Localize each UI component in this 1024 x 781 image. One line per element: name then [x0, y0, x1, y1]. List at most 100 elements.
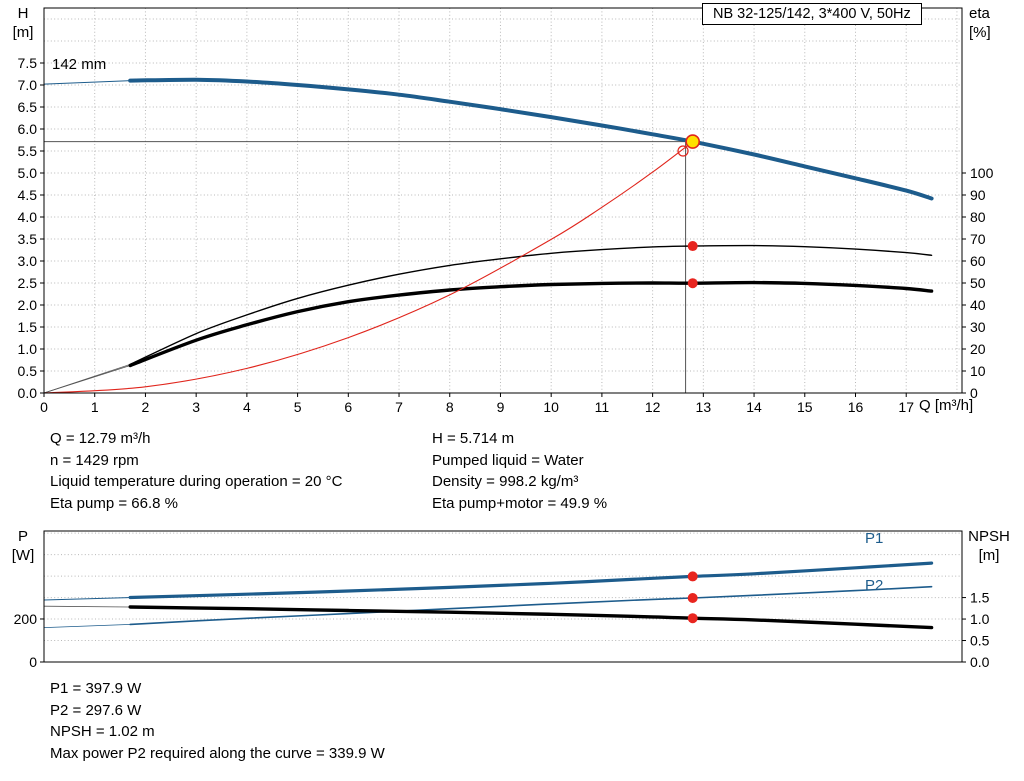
p2-lead	[43, 624, 131, 628]
power-npsh-chart: 0 200 0.0 0.5 1.0 1.5	[14, 530, 990, 670]
x-tick-label: 0	[40, 399, 48, 415]
x-tick-label: 3	[192, 399, 200, 415]
p1-curve-label: P1	[865, 530, 884, 547]
eta-pump-motor-point	[687, 278, 698, 289]
info-line-liquid-temp: Liquid temperature during operation = 20…	[50, 473, 343, 490]
y-left-tick-label: 3.5	[18, 231, 38, 247]
info-line-pumped-liquid: Pumped liquid = Water	[432, 451, 584, 469]
p2-point	[687, 592, 698, 603]
x-tick-label: 8	[446, 399, 454, 415]
y-right-tick-label: 30	[970, 319, 986, 335]
npsh-axis-label: NPSH [m]	[963, 527, 1015, 565]
pump-model-box: NB 32-125/142, 3*400 V, 50Hz	[702, 3, 922, 25]
p-axis-label: P [W]	[4, 527, 42, 565]
y-left-tick-label: 4.5	[18, 187, 38, 203]
y-left-tick-label: 5.5	[18, 143, 38, 159]
x-tick-label: 7	[395, 399, 403, 415]
y-right-tick-label: 20	[970, 341, 986, 357]
plot-frame	[43, 530, 963, 663]
y-left-tick-label: 6.0	[18, 121, 38, 137]
duty-info-left-column: Q = 12.79 m³/h n = 1429 rpm Liquid tempe…	[50, 428, 342, 514]
y-left-tick-label: 0.5	[18, 363, 38, 379]
y-right-tick-label: 70	[970, 231, 986, 247]
y-left-tick-label: 7.0	[18, 77, 38, 93]
y-left-tick-label: 0.0	[18, 385, 38, 401]
x-tick-label: 17	[898, 399, 914, 415]
info-line-eta-pump-motor: Eta pump+motor = 49.9 %	[432, 494, 608, 512]
x-tick-label: 9	[497, 399, 505, 415]
info-line-p1: P1 = 397.9 W	[50, 680, 142, 697]
x-tick-label: 14	[746, 399, 762, 415]
npsh-curve	[128, 605, 934, 630]
y-left-tick-label: 2.5	[18, 275, 38, 291]
y-right-tick-label: 60	[970, 253, 986, 269]
p-axis-label-symbol: P	[17, 528, 28, 545]
head-curve-lead	[43, 80, 131, 85]
x-tick-label: 4	[243, 399, 251, 415]
impeller-size-label: 142 mm	[52, 56, 107, 73]
y-left-tick-label: 7.5	[18, 55, 38, 71]
y-right-tick-label: 50	[970, 275, 986, 291]
y-left-tick-label: 200	[14, 611, 38, 627]
y-left-tick-label: 1.0	[18, 341, 38, 357]
eta-axis-label-unit: [%]	[969, 24, 991, 41]
x-tick-label: 6	[344, 399, 352, 415]
y-right-tick-label: 90	[970, 187, 986, 203]
y-right-tick-label: 0.5	[970, 633, 990, 649]
y-right-tick-label: 1.5	[970, 590, 990, 606]
y-right-tick-label: 40	[970, 297, 986, 313]
y-right-tick-label: 10	[970, 363, 986, 379]
x-tick-label: 16	[848, 399, 864, 415]
eta-axis-label: eta [%]	[969, 4, 991, 42]
p1-point	[687, 571, 698, 582]
p-axis-label-unit: [W]	[11, 547, 35, 564]
y-right-tick-label: 80	[970, 209, 986, 225]
y-left-tick-label: 2.0	[18, 297, 38, 313]
duty-point	[685, 134, 700, 149]
info-line-eta-pump: Eta pump = 66.8 %	[50, 494, 178, 512]
info-line-p2: P2 = 297.6 W	[50, 701, 142, 719]
head-curve	[128, 77, 934, 201]
x-tick-label: 11	[595, 399, 610, 415]
duty-info-right-column: H = 5.714 m Pumped liquid = Water Densit…	[432, 428, 607, 514]
eta-pump-curve	[129, 244, 933, 366]
x-tick-label: 2	[142, 399, 150, 415]
eta-pump-motor-curve	[128, 280, 934, 368]
y-right-tick-label: 1.0	[970, 611, 990, 627]
npsh-axis-label-unit: [m]	[978, 547, 1000, 564]
x-tick-label: 15	[797, 399, 813, 415]
y-left-tick-label: 3.0	[18, 253, 38, 269]
h-axis-label-symbol: H	[17, 5, 29, 22]
power-info-block: P1 = 397.9 W P2 = 297.6 W NPSH = 1.02 m …	[50, 678, 385, 764]
y-right-tick-label: 0.0	[970, 654, 990, 670]
resulting-curve-point	[677, 145, 689, 157]
npsh-lead	[43, 605, 131, 608]
y-left-tick-label: 6.5	[18, 99, 38, 115]
y-right-tick-label: 100	[970, 165, 994, 181]
y-left-tick-label: 0	[29, 654, 37, 670]
x-tick-label: 1	[91, 399, 99, 415]
q-axis-label: Q [m³/h]	[919, 397, 974, 414]
h-axis-label: H [m]	[4, 4, 42, 42]
x-tick-label: 10	[543, 399, 559, 415]
info-line-npsh: NPSH = 1.02 m	[50, 723, 155, 740]
npsh-axis-label-symbol: NPSH	[968, 528, 1010, 545]
plot-frame	[43, 7, 963, 394]
info-line-q: Q = 12.79 m³/h	[50, 430, 151, 447]
p2-curve	[129, 585, 933, 626]
eta-pump-motor-lead	[43, 365, 131, 394]
y-left-tick-label: 1.5	[18, 319, 38, 335]
resulting-curve	[43, 141, 694, 394]
p1-lead	[43, 597, 131, 601]
info-line-max-power: Max power P2 required along the curve = …	[50, 744, 385, 762]
eta-axis-label-symbol: eta	[969, 5, 990, 22]
npsh-point	[687, 613, 698, 624]
qh-eta-chart: 0.0 0.5 1.0 1.5 2.0 2.5 3.0 3.5 4.0 4.5 5.0 5.5 6.0 6…	[18, 7, 994, 415]
y-left-tick-label: 4.0	[18, 209, 38, 225]
y-right-tick-label: 0	[970, 385, 978, 401]
info-line-density: Density = 998.2 kg/m³	[432, 473, 579, 490]
info-line-speed: n = 1429 rpm	[50, 451, 139, 469]
x-tick-label: 12	[645, 399, 661, 415]
